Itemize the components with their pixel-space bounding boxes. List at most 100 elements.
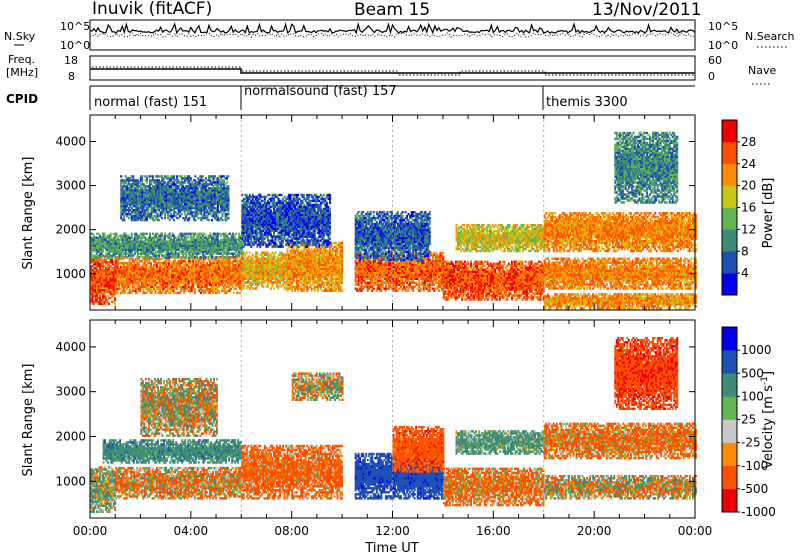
power-cell [93, 236, 95, 239]
power-cell [124, 277, 127, 281]
power-cell [173, 238, 176, 241]
power-cell [99, 274, 101, 278]
power-cell [115, 269, 118, 273]
power-cell [177, 259, 180, 263]
power-cell [159, 275, 161, 279]
power-cell [212, 250, 215, 253]
power-cell [106, 290, 109, 294]
power-cell [223, 238, 225, 241]
power-cell [224, 244, 227, 247]
power-cell [100, 238, 103, 241]
power-cell [230, 269, 233, 273]
power-cell [142, 252, 145, 255]
power-cell [225, 275, 228, 279]
power-cell [228, 267, 231, 271]
power-cell [143, 259, 146, 263]
power-cell [136, 238, 139, 241]
noise-right-tick-bottom: 10^0 [708, 39, 738, 52]
power-cell [147, 275, 149, 279]
power-cell [194, 242, 197, 245]
power-cell [226, 242, 228, 245]
power-cell [229, 248, 231, 251]
power-cell [185, 232, 188, 235]
power-cell [183, 265, 186, 269]
power-cell [224, 279, 226, 283]
power-cell [166, 285, 169, 289]
power-cell [239, 259, 242, 263]
power-cell [149, 244, 151, 247]
power-cell [220, 242, 222, 245]
power-cell [158, 238, 160, 241]
power-cell [158, 234, 160, 237]
power-cell [94, 276, 97, 280]
power-cell [121, 242, 124, 245]
power-cell [121, 207, 124, 210]
power-cell [126, 240, 129, 243]
power-cell [90, 248, 92, 251]
power-cell [181, 277, 184, 281]
power-cell [139, 271, 142, 275]
power-cell [199, 287, 202, 291]
power-cell [99, 302, 101, 306]
power-cell [121, 273, 124, 277]
power-cell [153, 275, 155, 279]
power-cell [106, 256, 109, 259]
power-cell [128, 261, 131, 265]
power-cell [197, 250, 200, 253]
power-cell [238, 240, 241, 243]
power-cell [96, 298, 98, 302]
power-cell [151, 269, 154, 273]
power-cell [139, 240, 142, 243]
power-cell [223, 252, 225, 255]
power-cell [121, 191, 124, 194]
power-cell [213, 285, 216, 289]
power-cell [153, 265, 155, 269]
power-cell [175, 291, 178, 295]
power-cell [175, 281, 178, 285]
power-cell [154, 291, 157, 295]
power-cell [96, 265, 98, 268]
power-cell [94, 246, 97, 249]
power-cell [185, 250, 188, 253]
power-cell [148, 265, 151, 269]
power-cell [106, 286, 109, 290]
power-cell [93, 269, 95, 272]
power-cell [212, 244, 215, 247]
power-cell [91, 286, 94, 290]
power-cell [185, 238, 188, 241]
power-cell [121, 289, 124, 293]
power-cell [193, 257, 196, 261]
nave-trace [92, 66, 695, 76]
power-cell [96, 278, 98, 282]
power-cell [91, 256, 94, 259]
power-cell [204, 279, 207, 283]
power-cell [168, 248, 171, 251]
power-cell [221, 244, 224, 247]
power-cell [145, 277, 148, 281]
power-cell [144, 254, 147, 257]
power-cell [93, 278, 95, 282]
power-cell [219, 279, 222, 283]
power-cell [227, 281, 229, 285]
power-cell [111, 288, 114, 292]
power-cell [172, 275, 175, 279]
power-cell [172, 269, 175, 273]
power-cell [134, 287, 137, 291]
power-cell [93, 276, 95, 280]
power-cell [90, 250, 92, 253]
power-cell [224, 289, 226, 293]
power-cell [233, 240, 236, 243]
power-cell [216, 271, 219, 275]
power-cell [216, 259, 219, 263]
power-cell [179, 242, 182, 245]
power-cell [228, 265, 231, 269]
power-cell [105, 284, 107, 288]
power-cell [159, 271, 161, 275]
power-cell [182, 234, 185, 237]
power-cell [210, 287, 213, 291]
power-cell [105, 290, 107, 294]
power-cell [99, 280, 101, 284]
power-cell [227, 216, 230, 220]
power-cell [190, 269, 193, 273]
power-cell [125, 279, 128, 283]
